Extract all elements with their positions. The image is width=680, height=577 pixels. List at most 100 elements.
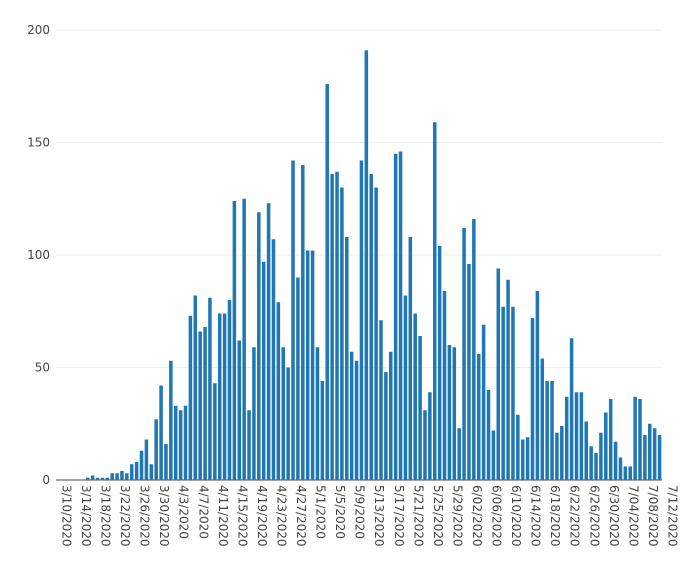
bar xyxy=(643,435,647,480)
bar xyxy=(530,318,535,480)
x-tick-label: 5/9/2020 xyxy=(353,485,367,539)
bar xyxy=(178,410,183,480)
bar xyxy=(310,250,315,480)
bar xyxy=(584,421,589,480)
y-tick-label: 200 xyxy=(27,23,50,37)
bar xyxy=(325,84,329,480)
bar xyxy=(491,430,496,480)
y-tick-label: 100 xyxy=(27,248,50,262)
bar xyxy=(633,396,637,480)
bar xyxy=(271,239,276,480)
bar xyxy=(266,203,271,480)
bar xyxy=(648,423,652,480)
bar xyxy=(252,347,256,480)
x-tick-label: 3/10/2020 xyxy=(59,485,73,547)
y-tick-label: 50 xyxy=(35,361,50,375)
bar xyxy=(183,405,188,480)
bar xyxy=(452,347,457,480)
bar xyxy=(428,392,432,480)
bar xyxy=(423,410,427,480)
x-tick-label: 5/5/2020 xyxy=(333,485,347,539)
y-axis-ticks: 0 50 100 150 200 xyxy=(27,23,50,487)
bar xyxy=(154,419,158,480)
bar xyxy=(120,471,124,480)
bar xyxy=(330,174,334,480)
x-axis-ticks: 3/10/2020 3/14/2020 3/18/2020 3/22/2020 3/26… xyxy=(59,485,679,547)
bar xyxy=(305,250,310,480)
bar xyxy=(134,462,139,480)
x-tick-label: 3/26/2020 xyxy=(138,485,152,547)
x-tick-label: 4/23/2020 xyxy=(274,485,288,547)
bar xyxy=(139,450,144,480)
x-tick-label: 6/02/2020 xyxy=(470,485,484,547)
bar xyxy=(237,340,242,480)
bar xyxy=(359,160,364,480)
bar xyxy=(213,383,217,480)
bar xyxy=(628,466,632,480)
bar xyxy=(217,313,222,480)
x-tick-label: 3/30/2020 xyxy=(157,485,171,547)
bar xyxy=(545,381,549,480)
bar xyxy=(652,428,657,480)
x-tick-label: 6/10/2020 xyxy=(509,485,523,547)
bar xyxy=(462,228,466,480)
bar xyxy=(506,279,510,480)
x-tick-label: 5/25/2020 xyxy=(431,485,445,547)
bar xyxy=(486,390,491,480)
bar xyxy=(208,297,212,480)
bar xyxy=(129,464,134,480)
bar xyxy=(398,151,403,480)
x-tick-label: 4/19/2020 xyxy=(255,485,269,547)
x-tick-label: 3/22/2020 xyxy=(118,485,132,547)
bar xyxy=(100,477,105,480)
bar xyxy=(335,171,339,480)
x-tick-label: 6/06/2020 xyxy=(490,485,504,547)
bar xyxy=(560,426,564,480)
bar xyxy=(432,122,437,480)
x-tick-label: 3/14/2020 xyxy=(79,485,93,547)
bar xyxy=(403,295,408,480)
bar xyxy=(227,300,232,480)
bar xyxy=(340,187,344,480)
bar xyxy=(188,315,193,480)
x-tick-label: 3/18/2020 xyxy=(99,485,113,547)
x-tick-label: 6/30/2020 xyxy=(607,485,621,547)
x-tick-label: 6/14/2020 xyxy=(529,485,543,547)
x-tick-label: 4/11/2020 xyxy=(216,485,230,547)
y-tick-label: 0 xyxy=(42,473,50,487)
bar xyxy=(261,261,266,480)
bar xyxy=(589,446,593,480)
bars xyxy=(86,50,662,480)
bar xyxy=(540,358,545,480)
bar xyxy=(296,277,300,480)
bar xyxy=(193,295,198,480)
bar xyxy=(413,313,417,480)
bar xyxy=(315,347,320,480)
bar xyxy=(115,473,119,480)
bar xyxy=(599,432,603,480)
bar xyxy=(291,160,295,480)
bar xyxy=(579,392,584,480)
bar xyxy=(173,405,178,480)
bar xyxy=(555,432,559,480)
x-tick-label: 5/17/2020 xyxy=(392,485,406,547)
bar xyxy=(638,399,642,480)
x-tick-label: 6/22/2020 xyxy=(568,485,582,547)
bar xyxy=(247,410,251,480)
bar xyxy=(286,367,290,480)
x-tick-label: 5/21/2020 xyxy=(411,485,425,547)
bar xyxy=(149,464,154,480)
x-tick-label: 6/26/2020 xyxy=(587,485,601,547)
bar xyxy=(467,264,471,480)
bar xyxy=(301,165,305,480)
bar xyxy=(618,457,623,480)
bar xyxy=(369,174,373,480)
bar xyxy=(525,437,530,480)
x-tick-label: 5/1/2020 xyxy=(314,485,328,539)
bar xyxy=(472,219,476,480)
bar xyxy=(95,477,100,480)
bar xyxy=(408,237,413,480)
bar xyxy=(384,372,388,480)
bar xyxy=(379,320,383,480)
